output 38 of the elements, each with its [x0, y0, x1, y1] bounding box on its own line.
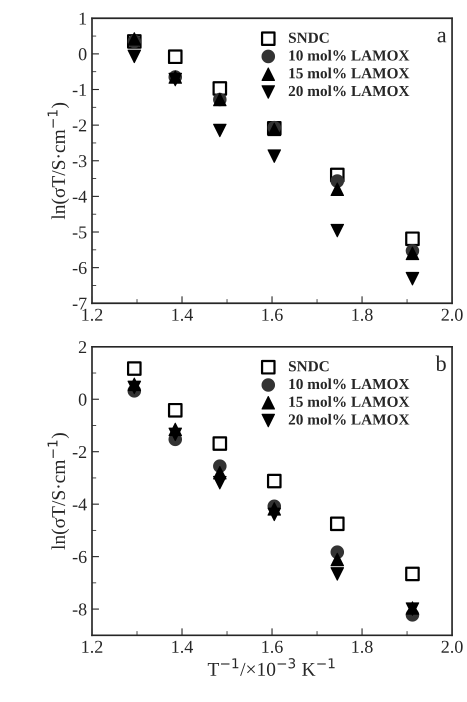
x-tick-label: 1.4	[172, 640, 194, 653]
legend-label: SNDC	[288, 32, 329, 43]
x-tick-label: 2.0	[442, 308, 463, 321]
y-tick-label: -7	[72, 298, 87, 310]
x-tick-label: 1.8	[352, 308, 373, 321]
y-tick-label: 1	[80, 12, 86, 25]
y-tick-label: 0	[78, 48, 86, 60]
y-tick-label: -6	[72, 262, 87, 274]
legend-label: 15 mol% LAMOX	[289, 68, 410, 78]
legend-label: 10 mol% LAMOX	[289, 50, 410, 61]
legend-label: 20 mol% LAMOX	[288, 414, 410, 425]
y-axis-title: ln(σT/S·cm$^{−1}$)	[48, 102, 70, 220]
y-tick-label: -5	[72, 226, 86, 238]
annotation: a	[438, 32, 446, 42]
y-tick-label: 0	[78, 394, 86, 406]
x-tick-label: 1.2	[82, 308, 102, 321]
legend-label: 15 mol% LAMOX	[289, 396, 410, 407]
x-tick-label: 2.0	[442, 640, 463, 653]
y-tick-label: -3	[72, 155, 86, 168]
y-tick-label: -4	[72, 498, 87, 510]
y-tick-label: -8	[72, 603, 86, 616]
y-tick-label: -2	[72, 119, 86, 132]
x-tick-label: 1.6	[262, 308, 283, 321]
x-tick-label: 1.2	[82, 640, 102, 653]
legend-label: 10 mol% LAMOX	[289, 378, 410, 390]
x-tick-label: 1.6	[262, 640, 283, 653]
y-tick-label: 2	[78, 341, 86, 354]
legend-label: 20 mol% LAMOX	[288, 85, 410, 96]
y-tick-label: -4	[72, 190, 87, 203]
annotation: b	[436, 355, 446, 372]
x-tick-label: 1.8	[352, 640, 373, 653]
y-axis-title: ln(σT/S·cm$^{−1}$)	[48, 433, 70, 550]
x-axis-title: T$^{−1}$/×10$^{−3}$ K$^{−1}$	[208, 658, 335, 676]
y-tick-label: -1	[72, 84, 86, 96]
y-tick-label: -6	[72, 550, 87, 564]
x-tick-label: 1.4	[172, 308, 194, 321]
y-tick-label: -2	[72, 446, 86, 458]
legend-label: SNDC	[288, 361, 329, 372]
